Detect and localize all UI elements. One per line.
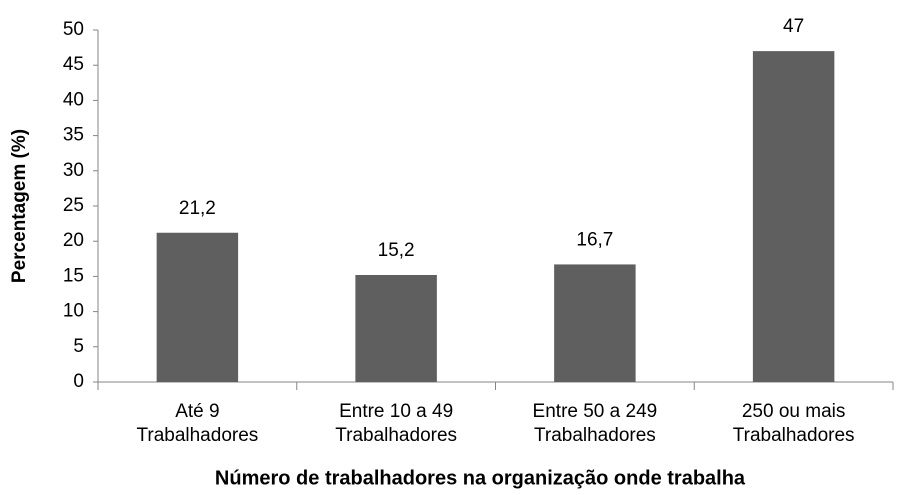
x-tick-label: Trabalhadores — [733, 425, 855, 446]
y-tick-label: 10 — [63, 301, 84, 322]
x-tick-label: Trabalhadores — [335, 425, 457, 446]
y-tick-label: 45 — [63, 54, 84, 75]
bar — [554, 264, 636, 382]
y-tick-label: 0 — [73, 371, 84, 392]
value-label: 21,2 — [179, 198, 216, 219]
bar — [156, 232, 239, 382]
y-tick-label: 35 — [63, 125, 84, 146]
y-tick-label: 5 — [73, 336, 84, 357]
bar — [752, 51, 835, 383]
x-tick-label: Entre 10 a 49 — [339, 401, 453, 422]
y-axis-title: Percentagem (%) — [9, 129, 30, 283]
y-tick-label: 40 — [63, 89, 84, 110]
y-tick-label: 25 — [63, 195, 84, 216]
y-tick-label: 20 — [63, 230, 84, 251]
y-tick-label: 50 — [63, 19, 84, 40]
x-tick-label: Entre 50 a 249 — [533, 401, 658, 422]
y-tick-label: 30 — [63, 160, 84, 181]
x-tick-label: Trabalhadores — [534, 425, 656, 446]
bar — [355, 274, 437, 382]
value-label: 15,2 — [378, 240, 415, 261]
x-tick-label: Até 9 — [175, 401, 219, 422]
x-tick-label: Trabalhadores — [136, 425, 258, 446]
value-label: 47 — [783, 16, 804, 37]
y-tick-label: 15 — [63, 265, 84, 286]
value-label: 16,7 — [576, 229, 613, 250]
x-tick-label: 250 ou mais — [742, 401, 846, 422]
x-axis-title: Número de trabalhadores na organização o… — [215, 467, 746, 489]
